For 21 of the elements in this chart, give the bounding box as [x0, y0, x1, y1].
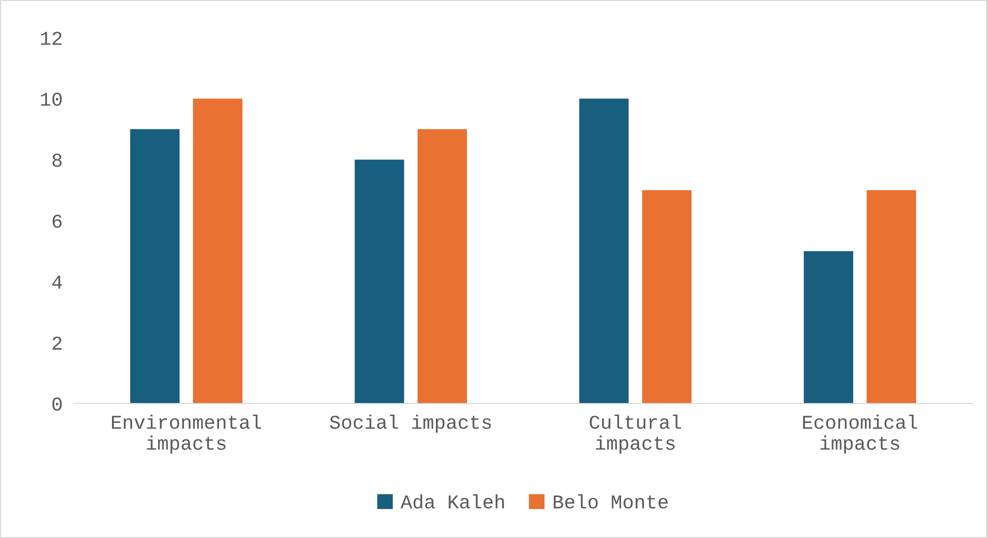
bar: [642, 190, 692, 404]
bar: [418, 129, 467, 404]
y-tick-label: 2: [52, 336, 62, 350]
legend-label: Belo Monte: [554, 494, 668, 509]
y-tick-label: 6: [52, 214, 62, 228]
y-tick-label: 8: [52, 154, 62, 167]
bar: [804, 251, 854, 404]
bar: [354, 160, 404, 404]
legend-label: Ada Kaleh: [400, 494, 504, 509]
x-tick-label: Environmental impacts: [112, 414, 262, 454]
bar: [193, 98, 242, 404]
bar: [579, 98, 629, 404]
y-tick-label: 12: [40, 32, 62, 45]
x-tick-label: Cultural impacts: [590, 414, 681, 454]
y-tick-label: 4: [52, 276, 62, 289]
bar: [866, 190, 916, 404]
x-tick-label: Social impacts: [330, 414, 491, 433]
y-tick-label: 10: [40, 92, 62, 106]
x-tick-label: Economical impacts: [803, 414, 918, 454]
bar: [130, 129, 180, 404]
y-tick-label: 0: [52, 398, 62, 411]
